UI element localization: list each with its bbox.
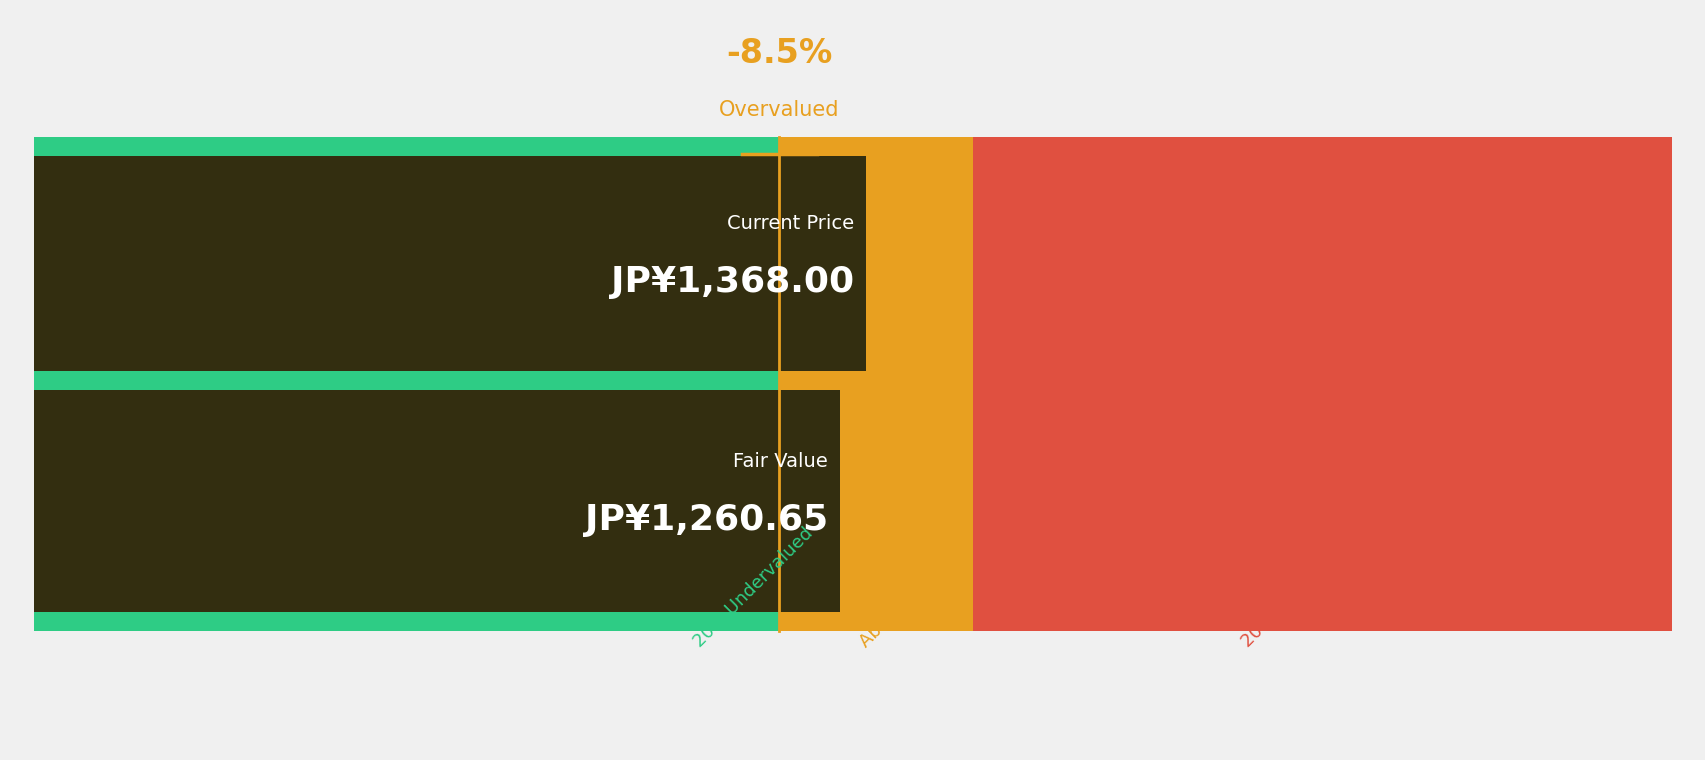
Bar [34,389,839,612]
Bar [779,137,972,631]
Text: JP¥1,260.65: JP¥1,260.65 [585,502,827,537]
Bar [779,371,972,389]
Bar [34,137,779,156]
Bar [779,137,972,156]
Bar [972,371,1671,389]
Bar [972,137,1671,631]
Text: -8.5%: -8.5% [726,36,832,70]
Bar [972,612,1671,631]
Text: About Right: About Right [856,563,945,651]
Text: 20% Overvalued: 20% Overvalued [1238,533,1355,651]
Bar [779,612,972,631]
Bar [972,137,1671,156]
Text: Current Price: Current Price [726,214,854,233]
Text: 20% Undervalued: 20% Undervalued [689,524,817,651]
Bar [34,156,866,371]
Text: Fair Value: Fair Value [733,451,827,470]
Bar [34,371,779,389]
Text: JP¥1,368.00: JP¥1,368.00 [610,265,854,299]
Bar [34,612,779,631]
Bar [34,137,779,631]
Text: Overvalued: Overvalued [718,100,839,120]
